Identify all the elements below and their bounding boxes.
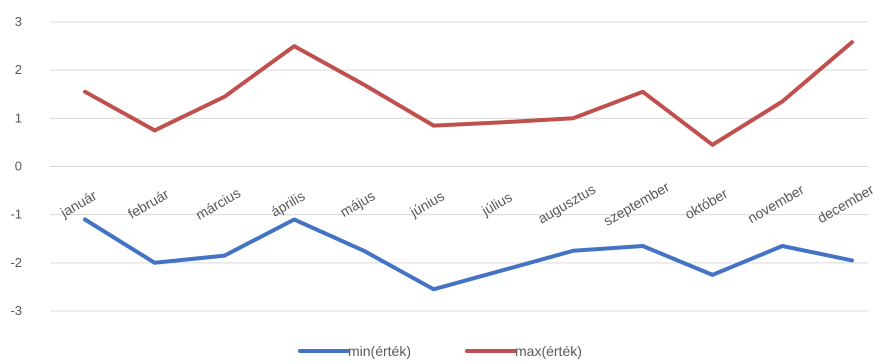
data-point [83,90,87,94]
data-point [362,249,366,253]
x-category-label: március [193,184,243,222]
data-point [153,128,157,132]
y-tick-label: 2 [15,62,22,77]
data-point [780,100,784,104]
series-line-0 [83,217,854,292]
legend-label: min(érték) [348,343,411,359]
x-category-label: január [57,187,100,221]
data-point [153,261,157,265]
data-point [83,218,87,222]
data-point [223,254,227,258]
data-point [223,95,227,99]
data-point [850,40,854,44]
series-line-1 [83,40,854,147]
data-point [292,44,296,48]
y-tick-label: -3 [10,303,22,318]
data-point [501,268,505,272]
x-category-label: december [815,181,877,226]
series-lines [83,40,854,292]
x-category-label: június [406,188,447,221]
x-category-label: november [745,181,807,226]
data-point [292,218,296,222]
y-axis-ticks: 3 2 1 0 -1 -2 -3 [10,14,22,318]
data-point [641,244,645,248]
data-point [711,273,715,277]
data-point [432,124,436,128]
legend-label: max(érték) [515,343,582,359]
data-point [571,249,575,253]
data-point [780,244,784,248]
y-tick-label: -2 [10,255,22,270]
legend: min(érték) max(érték) [298,343,582,359]
y-tick-label: 3 [15,14,22,29]
data-point [362,83,366,87]
data-point [432,287,436,291]
data-point [850,258,854,262]
x-category-label: október [682,185,731,222]
gridlines [50,21,868,312]
x-category-label: augusztus [535,181,598,227]
data-point [641,90,645,94]
y-tick-label: 1 [15,110,22,125]
y-tick-label: -1 [10,207,22,222]
x-axis-category-labels: január február március április május június jú… [57,178,877,229]
x-category-label: február [125,185,172,221]
x-category-label: szeptember [601,178,673,229]
data-point [501,120,505,124]
y-tick-label: 0 [15,159,22,174]
data-point [711,143,715,147]
data-point [571,116,575,120]
